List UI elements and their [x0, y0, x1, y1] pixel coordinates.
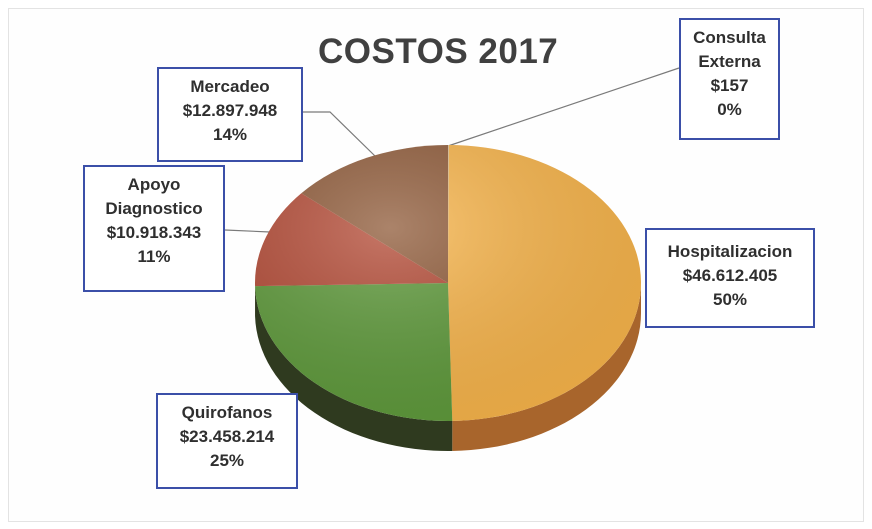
leader-apoyo-diagnostico — [224, 229, 271, 233]
label-mercadeo-value: $12.897.948 — [182, 101, 278, 120]
label-consulta-value: $157 — [710, 76, 749, 95]
pie-slices — [255, 145, 641, 421]
label-apoyo-name-2: Diagnostico — [105, 199, 203, 218]
leader-mercadeo — [303, 111, 376, 157]
pie-side-quirofanos — [255, 286, 453, 451]
label-quirofanos-value: $23.458.214 — [179, 427, 275, 446]
label-hospitalizacion-percent: 50% — [712, 290, 748, 309]
pie-sides — [255, 283, 641, 451]
label-quirofanos: Quirofanos $23.458.214 25% — [156, 393, 298, 489]
label-mercadeo-percent: 14% — [212, 125, 248, 144]
pie-gloss — [255, 145, 641, 421]
label-hospitalizacion-value: $46.612.405 — [682, 266, 778, 285]
label-apoyo-percent: 11% — [137, 247, 171, 266]
label-quirofanos-name: Quirofanos — [181, 403, 273, 422]
label-consulta-name-2: Externa — [698, 52, 761, 71]
label-mercadeo: Mercadeo $12.897.948 14% — [157, 67, 303, 162]
label-mercadeo-name: Mercadeo — [190, 77, 270, 96]
label-apoyo-name-1: Apoyo — [127, 175, 181, 194]
label-hospitalizacion: Hospitalizacion $46.612.405 50% — [645, 228, 815, 328]
label-consulta-name-1: Consulta — [693, 28, 766, 47]
label-consulta-percent: 0% — [717, 100, 742, 119]
label-apoyo-diagnostico: Apoyo Diagnostico $10.918.343 11% — [83, 165, 225, 292]
label-apoyo-value: $10.918.343 — [106, 223, 202, 242]
leader-consulta-externa — [447, 67, 680, 147]
pie-side-hospitalizacion — [452, 283, 641, 451]
label-hospitalizacion-name: Hospitalizacion — [667, 242, 793, 261]
leader-lines — [224, 67, 680, 233]
label-consulta-externa: Consulta Externa $157 0% — [679, 18, 780, 140]
chart-title: COSTOS 2017 — [318, 32, 559, 71]
label-quirofanos-percent: 25% — [209, 451, 245, 470]
